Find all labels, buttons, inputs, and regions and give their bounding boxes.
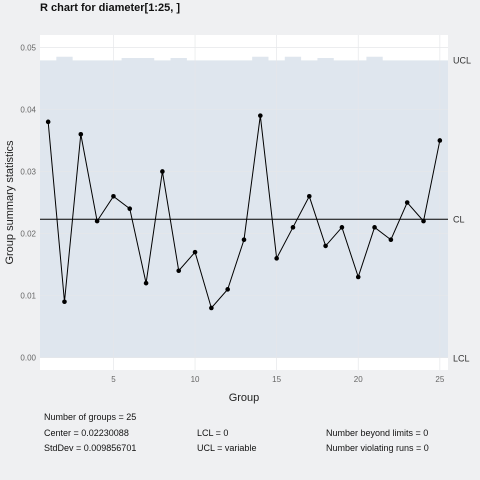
r-chart: 0.00 0.01 0.02 0.03 0.04 0.05 5 10 15 20 25 UCL CL LC…: [4, 35, 471, 404]
data-point-20: [355, 274, 361, 280]
stats-stddev: StdDev = 0.009856701: [44, 443, 137, 453]
y-axis-label: Group summary statistics: [4, 140, 16, 265]
stats-center: Center = 0.02230088: [44, 428, 129, 438]
lcl-label: LCL: [453, 354, 470, 364]
stats-lcl: LCL = 0: [197, 428, 229, 438]
data-point-10: [192, 249, 198, 255]
x-tick-label-4: 25: [435, 375, 444, 384]
stats-ucl: UCL = variable: [197, 443, 257, 453]
data-point-8: [160, 169, 165, 174]
data-point-6: [127, 206, 133, 212]
data-point-23: [404, 200, 410, 205]
data-point-22: [388, 237, 394, 243]
data-point-16: [290, 225, 296, 230]
chart-title: R chart for diameter[1:25, ]: [40, 2, 180, 14]
x-axis-label: Group: [229, 392, 260, 404]
data-point-25: [437, 138, 443, 143]
data-point-24: [421, 218, 426, 224]
x-tick-label-1: 10: [191, 375, 200, 384]
stats-groups: Number of groups = 25: [44, 412, 137, 422]
data-point-15: [274, 256, 279, 261]
data-point-14: [258, 113, 263, 118]
x-tick-label-2: 15: [272, 375, 281, 384]
data-point-11: [209, 305, 214, 311]
data-point-18: [323, 243, 328, 249]
data-point-7: [143, 280, 149, 286]
data-point-4: [94, 218, 100, 224]
stats-violating-runs: Number violating runs = 0: [326, 443, 429, 453]
data-point-5: [111, 193, 116, 199]
ucl-label: UCL: [453, 55, 471, 65]
data-point-21: [372, 225, 377, 230]
y-tick-label-5: 0.05: [20, 43, 36, 52]
y-tick-label-3: 0.03: [20, 167, 36, 176]
x-tick-label-3: 20: [354, 375, 363, 384]
y-tick-label-1: 0.01: [20, 292, 36, 301]
data-point-9: [176, 268, 182, 274]
y-tick-label-4: 0.04: [20, 105, 36, 114]
data-point-13: [241, 237, 247, 243]
x-tick-label-0: 5: [111, 375, 116, 384]
data-point-2: [62, 299, 67, 305]
stats-beyond-limits: Number beyond limits = 0: [326, 428, 429, 438]
data-point-3: [78, 131, 84, 137]
data-point-19: [339, 225, 345, 230]
cl-label: CL: [453, 214, 465, 224]
data-point-12: [225, 287, 230, 292]
y-tick-label-2: 0.02: [20, 230, 36, 239]
control-limit-band: [40, 56, 448, 358]
y-tick-label-0: 0.00: [20, 354, 36, 363]
data-point-1: [45, 119, 51, 125]
data-point-17: [306, 193, 312, 199]
